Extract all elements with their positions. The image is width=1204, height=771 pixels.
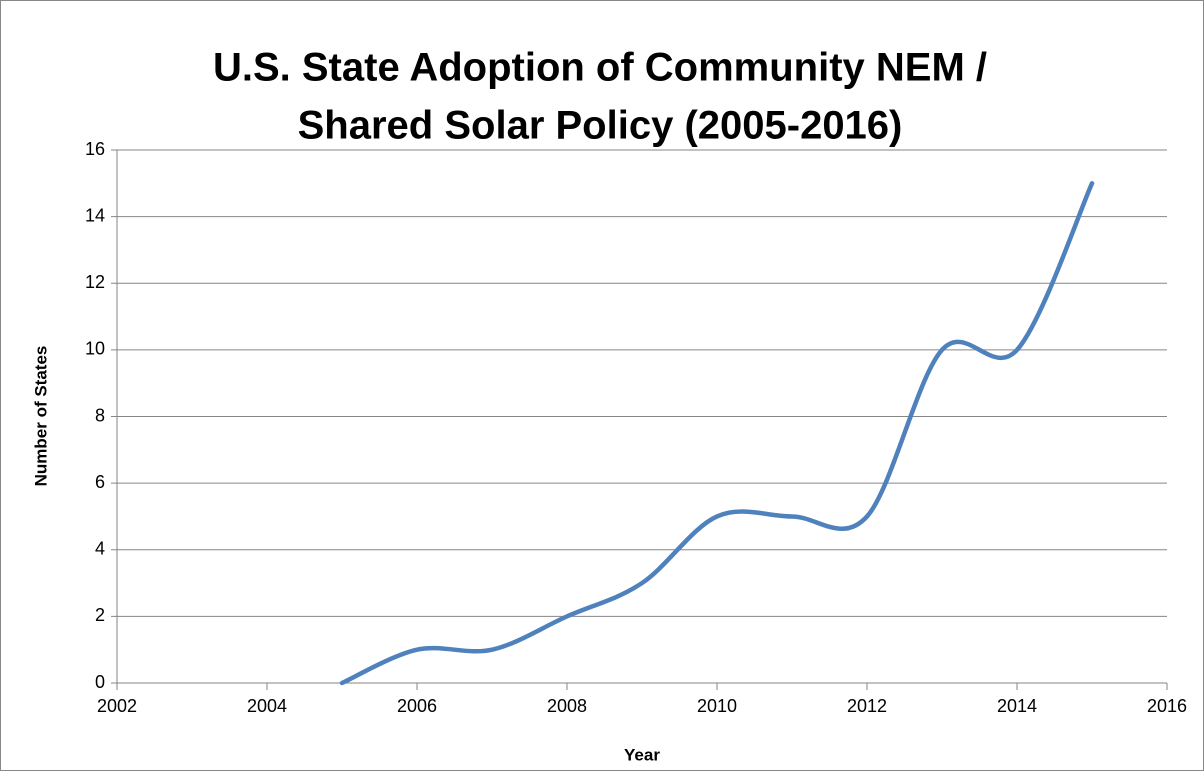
x-tick-label: 2010 [697,696,737,716]
data-line [339,181,1095,686]
y-tick-label: 4 [95,539,105,559]
y-tick-label: 8 [95,405,105,425]
chart-title: Shared Solar Policy (2005-2016) [298,104,903,148]
y-tick-label: 6 [95,472,105,492]
y-axis-title: Number of States [31,346,50,487]
x-tick-label: 2016 [1147,696,1187,716]
x-axis-title: Year [624,745,660,764]
y-tick-label: 12 [85,272,105,292]
y-tick-label: 10 [85,339,105,359]
x-tick-label: 2008 [547,696,587,716]
y-tick-label: 2 [95,605,105,625]
x-tick-label: 2002 [97,696,137,716]
x-tick-label: 2012 [847,696,887,716]
y-tick-label: 14 [85,205,105,225]
y-tick-label: 16 [85,139,105,159]
x-tick-label: 2014 [997,696,1037,716]
chart-title: U.S. State Adoption of Community NEM / [213,46,987,90]
x-tick-label: 2006 [397,696,437,716]
x-tick-label: 2004 [247,696,287,716]
y-tick-label: 0 [95,672,105,692]
